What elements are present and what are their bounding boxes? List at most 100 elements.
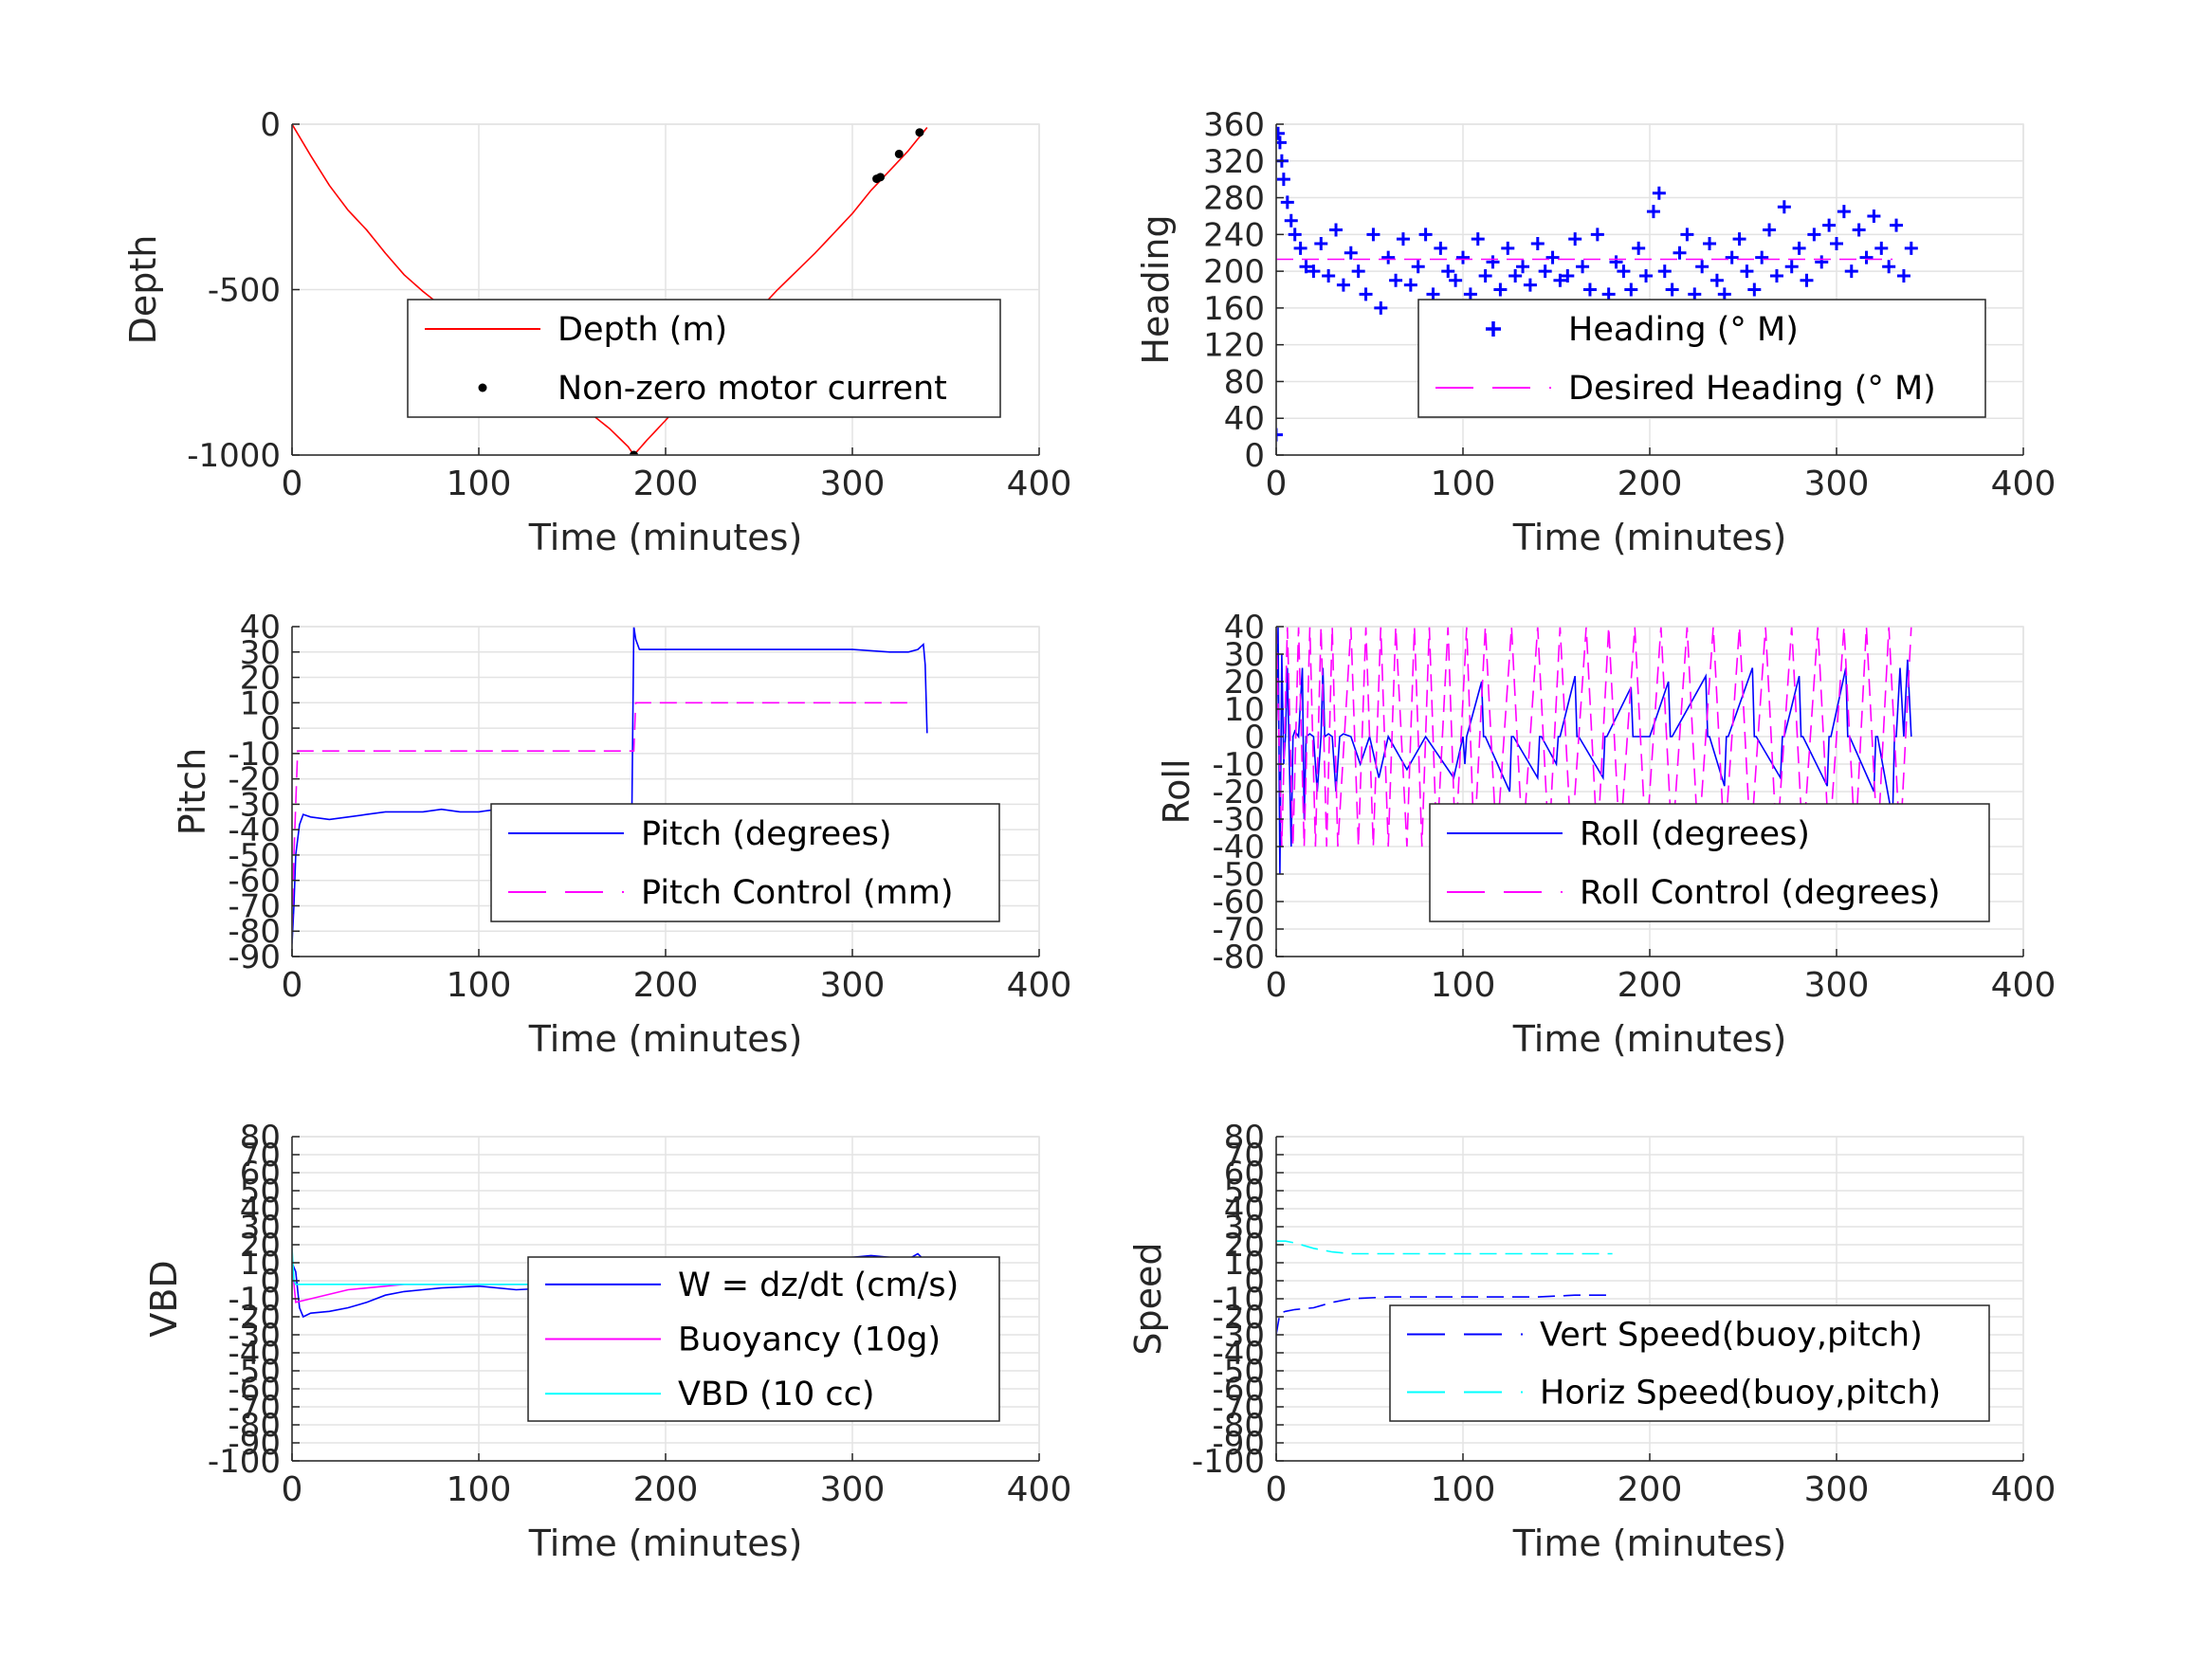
pitch-legend-label: Pitch Control (mm) xyxy=(641,874,953,912)
heading-y-axis-title: Heading xyxy=(1135,214,1177,364)
vbd-y-tick-label: 50 xyxy=(240,1173,281,1211)
roll-y-tick-label: -50 xyxy=(1212,856,1265,894)
heading-series-0-point xyxy=(1784,260,1799,274)
heading-y-tick-label: 200 xyxy=(1203,253,1265,291)
roll-legend-label: Roll (degrees) xyxy=(1580,815,1810,853)
speed-y-tick-label: 0 xyxy=(1244,1263,1265,1301)
depth-plot-area xyxy=(292,124,928,455)
vbd-y-tick-label: -100 xyxy=(208,1443,281,1481)
speed-y-tick-label: -10 xyxy=(1212,1281,1265,1319)
pitch-y-tick-label: 10 xyxy=(240,684,281,722)
vbd-legend-label: W = dz/dt (cm/s) xyxy=(678,1267,959,1304)
roll-y-tick-label: -20 xyxy=(1212,774,1265,811)
heading-series-0-point xyxy=(1822,218,1837,232)
heading-x-tick-label: 300 xyxy=(1804,465,1870,503)
heading-y-tick-label: 80 xyxy=(1224,363,1265,401)
roll-y-tick-label: -40 xyxy=(1212,829,1265,866)
heading-series-0-point xyxy=(1441,264,1455,279)
vbd-y-tick-label: -90 xyxy=(228,1425,281,1463)
heading-series-0-point xyxy=(1646,205,1660,219)
pitch-y-tick-label: -80 xyxy=(228,913,281,951)
depth-x-axis-title: Time (minutes) xyxy=(528,517,803,558)
roll-x-tick-label: 400 xyxy=(1991,966,2057,1005)
depth-x-tick-label: 300 xyxy=(820,465,886,503)
heading-series-0-point xyxy=(1657,264,1672,279)
pitch-legend: Pitch (degrees) Pitch Control (mm) xyxy=(490,803,1000,922)
depth-legend-swatch xyxy=(478,383,487,392)
depth-x-tick-label: 100 xyxy=(447,465,512,503)
vbd-y-tick-label: -20 xyxy=(228,1299,281,1337)
depth-legend-label: Depth (m) xyxy=(558,311,727,349)
roll-x-tick-label: 200 xyxy=(1618,966,1683,1005)
speed-y-tick-label: 40 xyxy=(1224,1191,1265,1229)
roll-y-tick-label: 20 xyxy=(1224,664,1265,702)
depth-y-tick-label: -500 xyxy=(208,272,281,310)
pitch-y-axis-title: Pitch xyxy=(172,748,213,836)
speed-x-tick-label: 300 xyxy=(1804,1470,1870,1509)
vbd-x-tick-label: 200 xyxy=(633,1470,699,1509)
heading-series-0-point xyxy=(1874,241,1889,255)
heading-series-0-point xyxy=(1639,268,1654,283)
roll-y-tick-label: 40 xyxy=(1224,609,1265,647)
heading-series-0-point xyxy=(1890,218,1904,232)
heading-series-0-point xyxy=(1695,260,1709,274)
heading-series-0-point xyxy=(1284,213,1298,228)
speed-y-tick-label: 80 xyxy=(1224,1119,1265,1157)
heading-series-0-point xyxy=(1601,287,1616,301)
heading-series-0-point xyxy=(1732,232,1746,246)
depth-series-1-point xyxy=(894,149,904,158)
roll-y-tick-label: -10 xyxy=(1212,746,1265,784)
speed-y-tick-label: -80 xyxy=(1212,1407,1265,1445)
heading-series-0-point xyxy=(1293,241,1307,255)
pitch-y-tick-label: 0 xyxy=(260,710,281,748)
heading-x-tick-label: 100 xyxy=(1431,465,1496,503)
vbd-x-tick-label: 100 xyxy=(447,1470,512,1509)
heading-y-tick-label: 40 xyxy=(1224,400,1265,438)
heading-series-0-point xyxy=(1530,237,1545,251)
pitch-y-tick-label: -40 xyxy=(228,811,281,849)
pitch-legend-box xyxy=(490,803,1000,922)
depth-panel: 0 100 200 300 400 0 -500 -1000 Time (minutes) Dep… xyxy=(122,106,1071,558)
heading-series-0-point xyxy=(1882,260,1896,274)
speed-y-tick-label: -50 xyxy=(1212,1353,1265,1391)
pitch-y-tick-label: -10 xyxy=(228,736,281,774)
depth-series-0-line xyxy=(292,124,928,455)
heading-series-0-point xyxy=(1837,205,1851,219)
heading-series-0-point xyxy=(1523,278,1537,292)
roll-legend-label: Roll Control (degrees) xyxy=(1580,874,1941,912)
heading-series-0-point xyxy=(1545,250,1560,264)
speed-y-tick-label: -30 xyxy=(1212,1317,1265,1355)
heading-y-tick-label: 0 xyxy=(1244,437,1265,475)
depth-x-tick-label: 400 xyxy=(1007,465,1072,503)
speed-y-tick-label: 60 xyxy=(1224,1155,1265,1193)
heading-series-0-point xyxy=(1486,255,1500,269)
heading-series-0-point xyxy=(1807,228,1821,242)
heading-series-0-point xyxy=(1717,287,1731,301)
heading-series-0-point xyxy=(1652,186,1666,200)
depth-series-1-point xyxy=(876,173,886,182)
speed-legend-box xyxy=(1389,1304,1990,1422)
heading-series-0-point xyxy=(1276,126,1285,140)
heading-series-0-point xyxy=(1471,232,1485,246)
pitch-x-tick-label: 400 xyxy=(1007,966,1072,1005)
speed-panel: 0 100 200 300 40080706050403020100-10-20-30-… xyxy=(1127,1119,2056,1564)
vbd-panel: 0 100 200 300 40080706050403020100-10-20-30-… xyxy=(143,1119,1071,1564)
heading-series-0-point xyxy=(1590,228,1604,242)
heading-series-0-point xyxy=(1553,273,1567,287)
heading-series-0-point xyxy=(1276,428,1283,442)
speed-y-tick-label: 20 xyxy=(1224,1227,1265,1265)
depth-x-tick-label: 200 xyxy=(633,465,699,503)
speed-legend: Vert Speed(buoy,pitch) Horiz Speed(buoy,p… xyxy=(1389,1304,1990,1422)
heading-series-0-point xyxy=(1561,268,1575,283)
heading-series-0-point xyxy=(1769,268,1783,283)
heading-series-0-point xyxy=(1389,273,1403,287)
speed-y-tick-label: 50 xyxy=(1224,1173,1265,1211)
heading-y-tick-label: 240 xyxy=(1203,216,1265,254)
speed-series-0-line xyxy=(1276,1294,1613,1336)
speed-y-tick-label: -100 xyxy=(1192,1443,1265,1481)
heading-series-0-point xyxy=(1665,283,1679,297)
roll-y-tick-label: 30 xyxy=(1224,636,1265,674)
heading-series-0-point xyxy=(1299,260,1313,274)
roll-x-tick-label: 0 xyxy=(1266,966,1288,1005)
